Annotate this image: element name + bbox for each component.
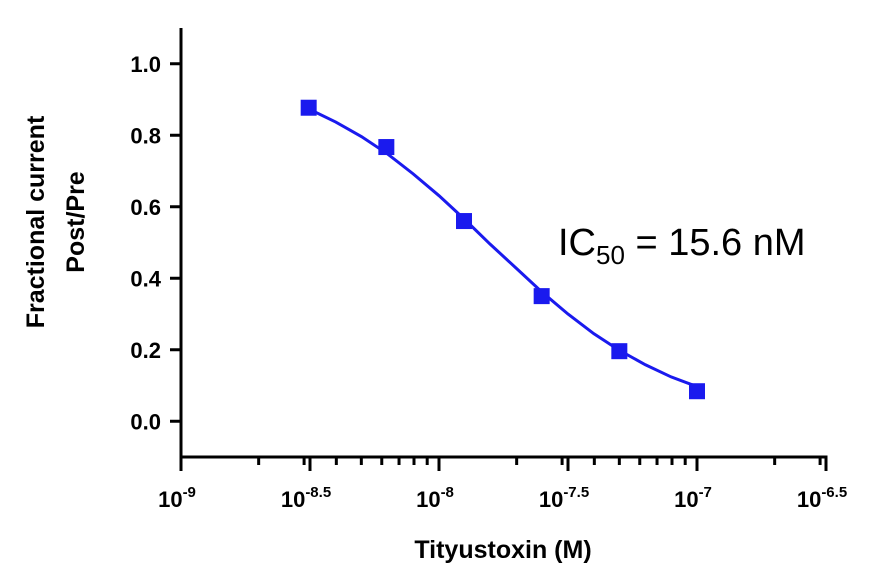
x-tick-label: 10-9	[158, 484, 196, 512]
y-tick-label: 0.4	[130, 266, 161, 291]
y-axis-title: Post/Pre	[62, 171, 90, 273]
annotation: IC50 = 15.6 nM	[558, 222, 806, 270]
marker	[611, 343, 628, 360]
fit-curve	[309, 108, 698, 388]
x-tick-label: 10-8.5	[281, 484, 331, 512]
x-tick-base: 10	[797, 487, 821, 512]
marker	[533, 288, 550, 305]
x-tick-exponent: -8.5	[305, 484, 331, 501]
x-tick-exponent: -9	[183, 484, 196, 501]
annotation-subscript: 50	[596, 240, 625, 270]
x-tick-label: 10-7.5	[539, 484, 589, 512]
x-tick-exponent: -8	[441, 484, 454, 501]
x-axis-title: Tityustoxin (M)	[414, 536, 591, 564]
marker	[688, 383, 705, 400]
x-tick-exponent: -7.5	[563, 484, 589, 501]
annotation-text: IC	[558, 222, 596, 264]
annotation-suffix: = 15.6 nM	[625, 222, 806, 264]
marker	[456, 213, 473, 230]
x-tick-base: 10	[539, 487, 563, 512]
y-tick-label: 0.6	[130, 195, 161, 220]
y-tick-label: 0.8	[130, 123, 161, 148]
y-tick-label: 0.0	[130, 409, 161, 434]
y-tick-label: 0.2	[130, 338, 161, 363]
x-tick-base: 10	[674, 487, 698, 512]
x-tick-base: 10	[281, 487, 305, 512]
x-tick-label: 10-6.5	[797, 484, 847, 512]
x-tick-base: 10	[416, 487, 440, 512]
x-tick-base: 10	[158, 487, 182, 512]
marker	[300, 99, 317, 116]
marker	[378, 139, 395, 156]
x-tick-exponent: -6.5	[821, 484, 847, 501]
y-tick-label: 1.0	[130, 52, 161, 77]
x-tick-label: 10-8	[416, 484, 454, 512]
x-tick-exponent: -7	[699, 484, 712, 501]
y-axis-title: Fractional current	[22, 115, 50, 328]
x-tick-label: 10-7	[674, 484, 712, 512]
